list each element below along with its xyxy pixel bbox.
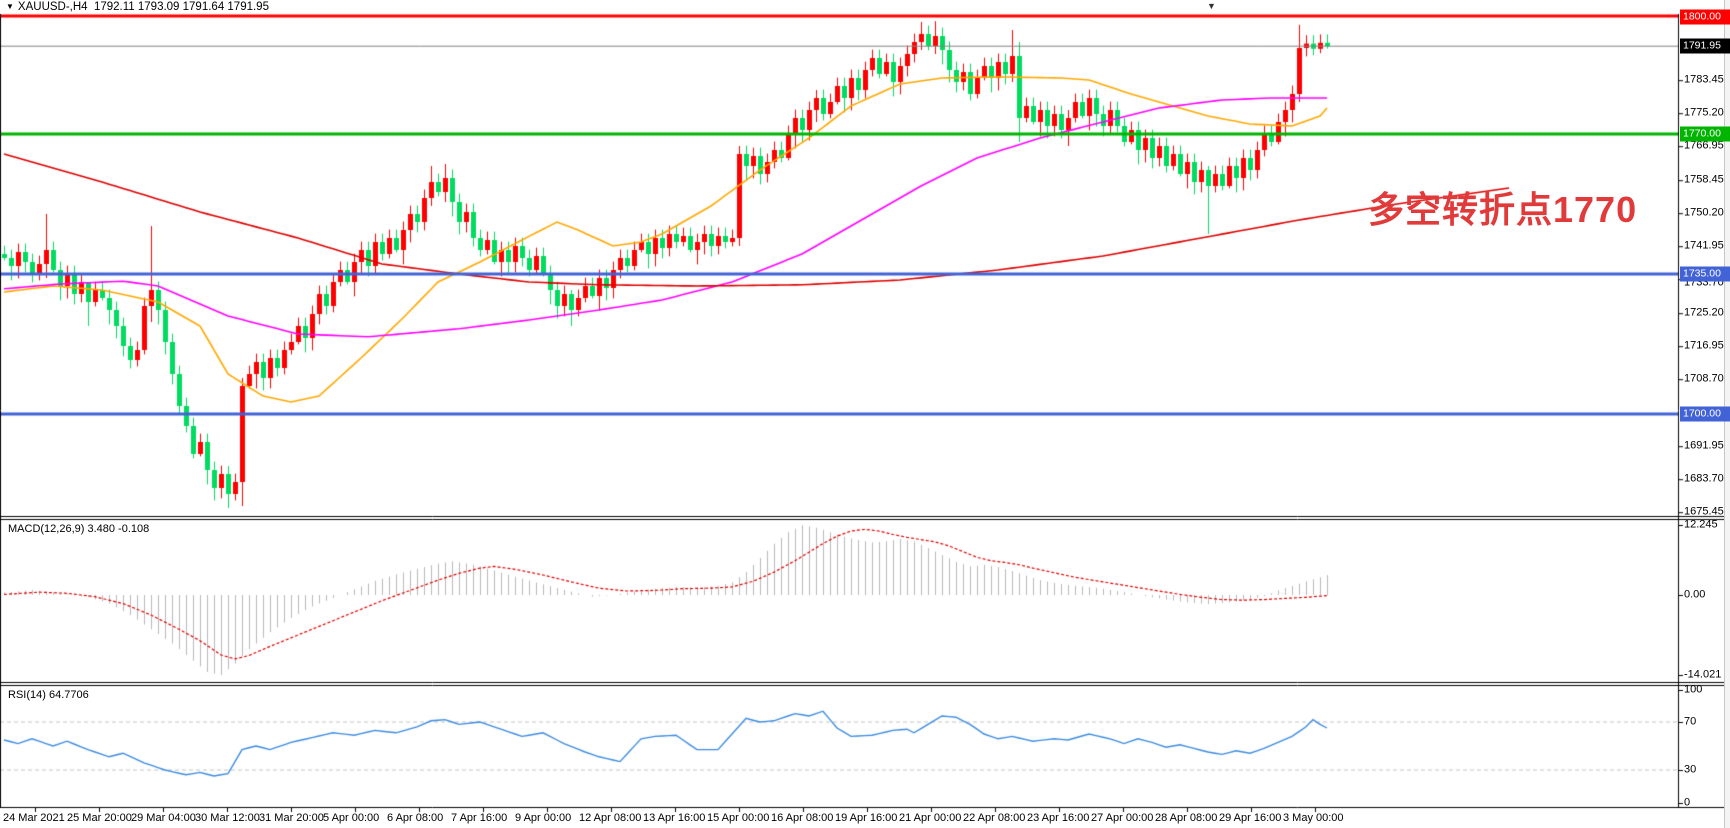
indicator-scale-label: 0 xyxy=(1684,796,1691,809)
time-tick-label: 12 Apr 08:00 xyxy=(579,812,642,824)
chart-title: ▼ XAUUSD-,H4 1792.11 1793.09 1791.64 1791… xyxy=(6,1,269,13)
price-badge: 1700.00 xyxy=(1680,406,1730,422)
price-badge: 1800.00 xyxy=(1680,9,1730,25)
indicator-scale-label: -14.021 xyxy=(1684,668,1722,681)
price-badge: 1791.95 xyxy=(1680,38,1730,54)
time-tick-label: 21 Apr 00:00 xyxy=(899,812,962,824)
time-tick-label: 29 Mar 04:00 xyxy=(131,812,196,824)
time-tick-label: 19 Apr 16:00 xyxy=(835,812,898,824)
annotation-text[interactable]: 多空转折点1770 xyxy=(1368,189,1638,230)
indicator-scale-label: 70 xyxy=(1684,715,1697,728)
time-tick-label: 3 May 00:00 xyxy=(1283,812,1344,824)
chart-shift-marker-icon[interactable]: ▼ xyxy=(1207,1,1216,11)
indicator-scale-label: 30 xyxy=(1684,763,1697,776)
price-tick-label: 1758.45 xyxy=(1684,173,1724,186)
time-tick-label: 27 Apr 00:00 xyxy=(1091,812,1154,824)
price-tick-label: 1750.20 xyxy=(1684,206,1724,219)
price-badge: 1770.00 xyxy=(1680,126,1730,142)
price-tick-label: 1675.45 xyxy=(1684,505,1724,518)
price-tick-label: 1741.95 xyxy=(1684,239,1724,252)
price-badge: 1735.00 xyxy=(1680,266,1730,282)
time-tick-label: 23 Apr 16:00 xyxy=(1027,812,1090,824)
time-tick-label: 25 Mar 20:00 xyxy=(67,812,132,824)
time-tick-label: 16 Apr 08:00 xyxy=(771,812,834,824)
time-tick-label: 9 Apr 00:00 xyxy=(515,812,572,824)
indicator-scale-label: 0.00 xyxy=(1684,588,1706,601)
time-tick-label: 28 Apr 08:00 xyxy=(1155,812,1218,824)
price-tick-label: 1708.70 xyxy=(1684,372,1724,385)
ohlc-values: 1792.11 1793.09 1791.64 1791.95 xyxy=(93,1,269,13)
price-tick-label: 1683.70 xyxy=(1684,472,1724,485)
chevron-down-icon[interactable]: ▼ xyxy=(6,2,14,11)
price-tick-label: 1775.20 xyxy=(1684,106,1724,119)
price-tick-label: 1716.95 xyxy=(1684,339,1724,352)
time-tick-label: 7 Apr 16:00 xyxy=(451,812,508,824)
symbol-timeframe: XAUUSD-,H4 xyxy=(17,1,88,13)
time-tick-label: 13 Apr 16:00 xyxy=(643,812,706,824)
price-tick-label: 1766.95 xyxy=(1684,139,1724,152)
macd-indicator-label: MACD(12,26,9) 3.480 -0.108 xyxy=(8,523,150,535)
time-tick-label: 5 Apr 00:00 xyxy=(323,812,380,824)
price-tick-label: 1691.95 xyxy=(1684,439,1724,452)
time-tick-label: 6 Apr 08:00 xyxy=(387,812,444,824)
time-tick-label: 30 Mar 12:00 xyxy=(195,812,260,824)
time-tick-label: 24 Mar 2021 xyxy=(3,812,65,824)
rsi-indicator-label: RSI(14) 64.7706 xyxy=(8,689,89,701)
price-tick-label: 1725.20 xyxy=(1684,306,1724,319)
time-tick-label: 22 Apr 08:00 xyxy=(963,812,1026,824)
indicator-scale-label: 100 xyxy=(1684,683,1703,696)
time-tick-label: 29 Apr 16:00 xyxy=(1219,812,1282,824)
price-tick-label: 1783.45 xyxy=(1684,73,1724,86)
time-tick-label: 15 Apr 00:00 xyxy=(707,812,770,824)
time-tick-label: 31 Mar 20:00 xyxy=(259,812,324,824)
indicator-scale-label: 12.245 xyxy=(1684,518,1718,531)
